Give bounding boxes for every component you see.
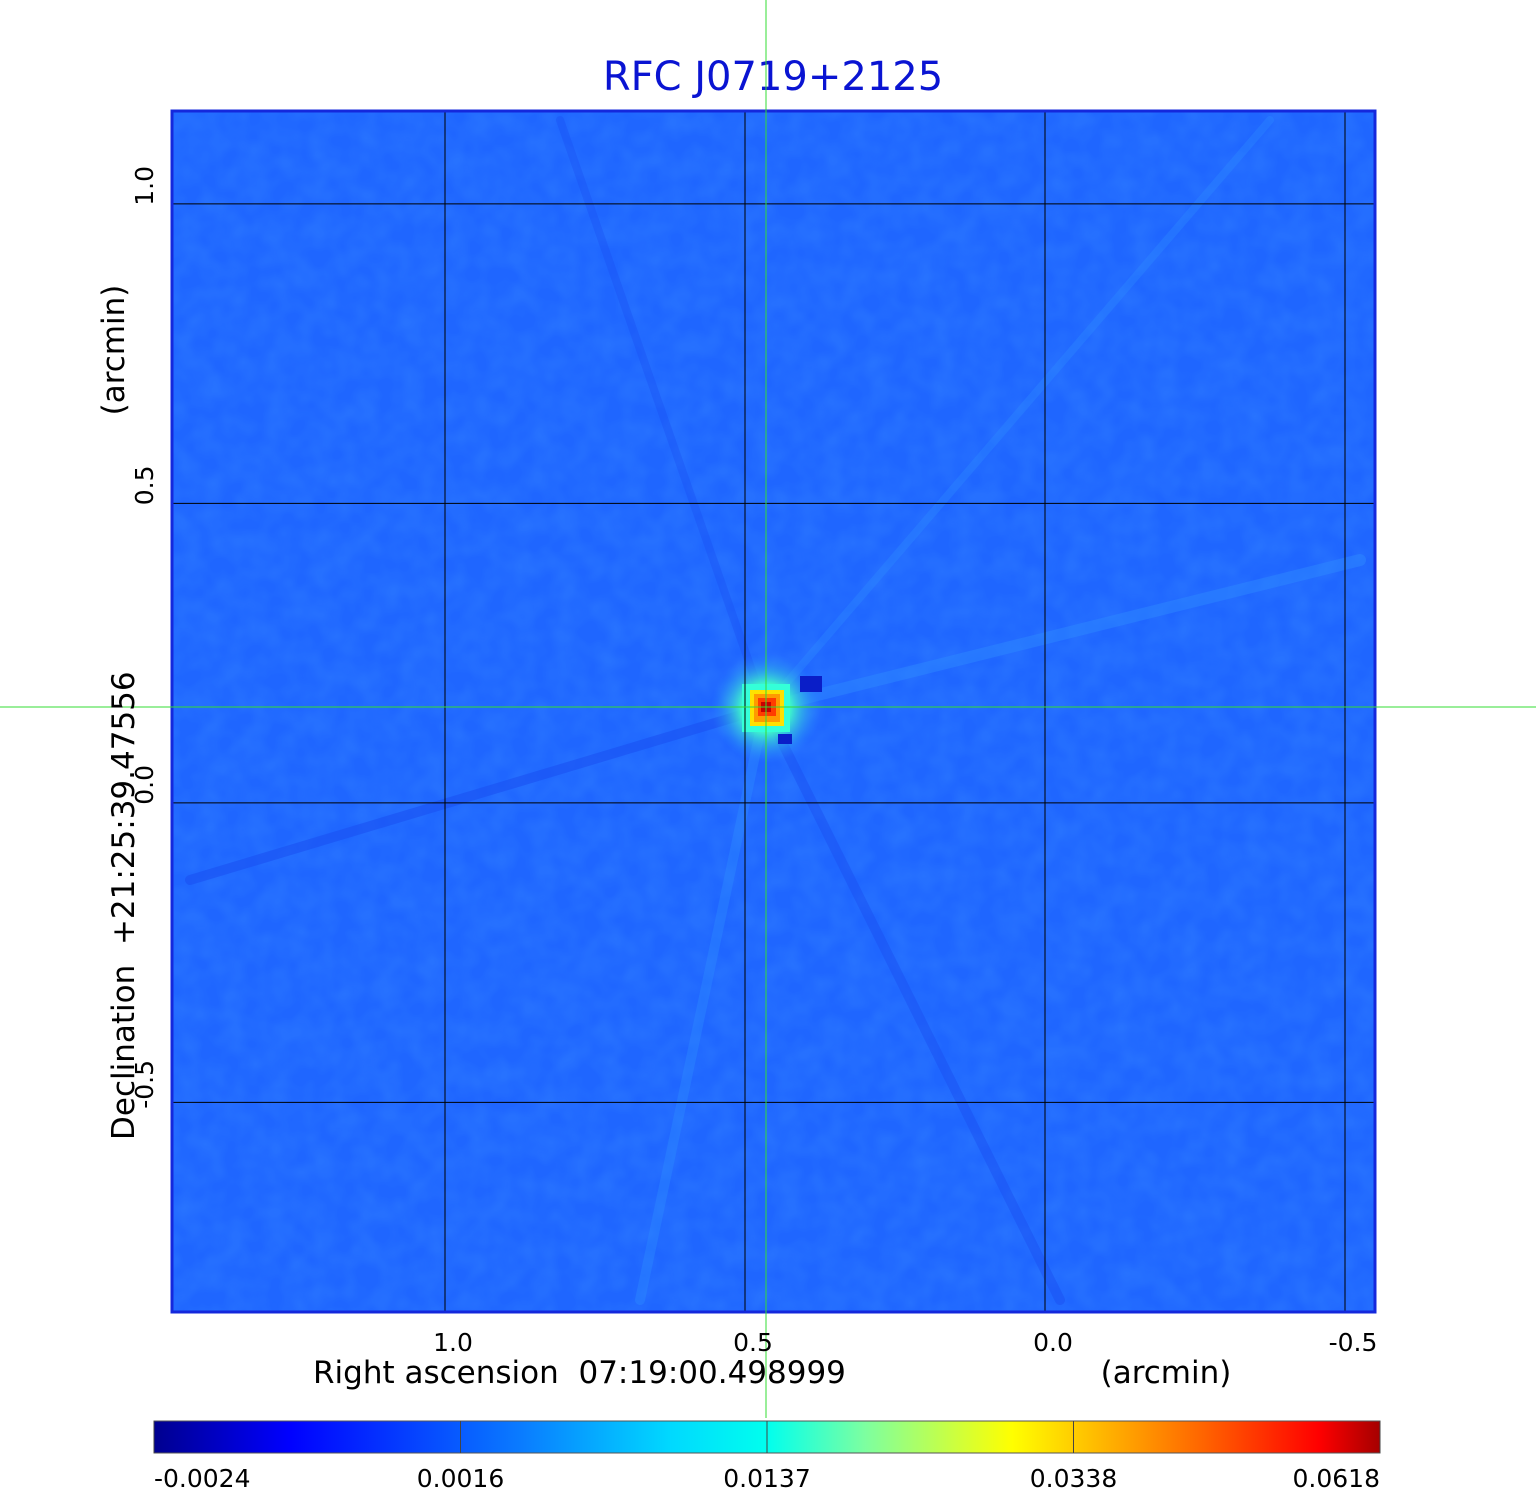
colorbar-tick-labels: -0.0024 0.0016 0.0137 0.0338 0.0618 [153, 1421, 1381, 1493]
colorbar-tick-label: 0.0338 [1030, 1464, 1117, 1493]
x-axis-unit: (arcmin) [1101, 1355, 1232, 1391]
y-tick-label: -0.5 [130, 1060, 159, 1109]
plot-frame [170, 109, 1377, 1314]
plot-area [170, 109, 1377, 1314]
x-tick-label: 0.0 [1033, 1328, 1073, 1357]
chart-title: RFC J0719+2125 [603, 54, 943, 100]
x-tick-labels: 1.0 0.5 0.0 -0.5 [433, 1328, 1377, 1357]
x-tick-label: 1.0 [433, 1328, 473, 1357]
y-tick-label: 0.5 [130, 465, 159, 505]
x-tick-label: 0.5 [733, 1328, 773, 1357]
x-axis-label: Right ascension 07:19:00.498999 [313, 1355, 846, 1391]
sidelobe-streaks [185, 116, 1366, 1305]
y-axis-unit: (arcmin) [96, 285, 132, 416]
y-tick-labels: 1.0 0.5 0.0 -0.5 [130, 166, 159, 1109]
colorbar-tick-label: -0.0024 [154, 1464, 251, 1493]
y-tick-label: 0.0 [130, 765, 159, 805]
gridlines [172, 111, 1375, 1312]
colorbar-tick-label: 0.0016 [417, 1464, 504, 1493]
colorbar-tick-label: 0.0618 [1293, 1464, 1380, 1493]
colorbar-tick-label: 0.0137 [723, 1464, 810, 1493]
crosshair [0, 0, 1536, 1418]
y-tick-label: 1.0 [130, 166, 159, 206]
y-axis-label: Declination +21:25:39.47556 [106, 671, 142, 1140]
x-tick-label: -0.5 [1329, 1328, 1378, 1357]
